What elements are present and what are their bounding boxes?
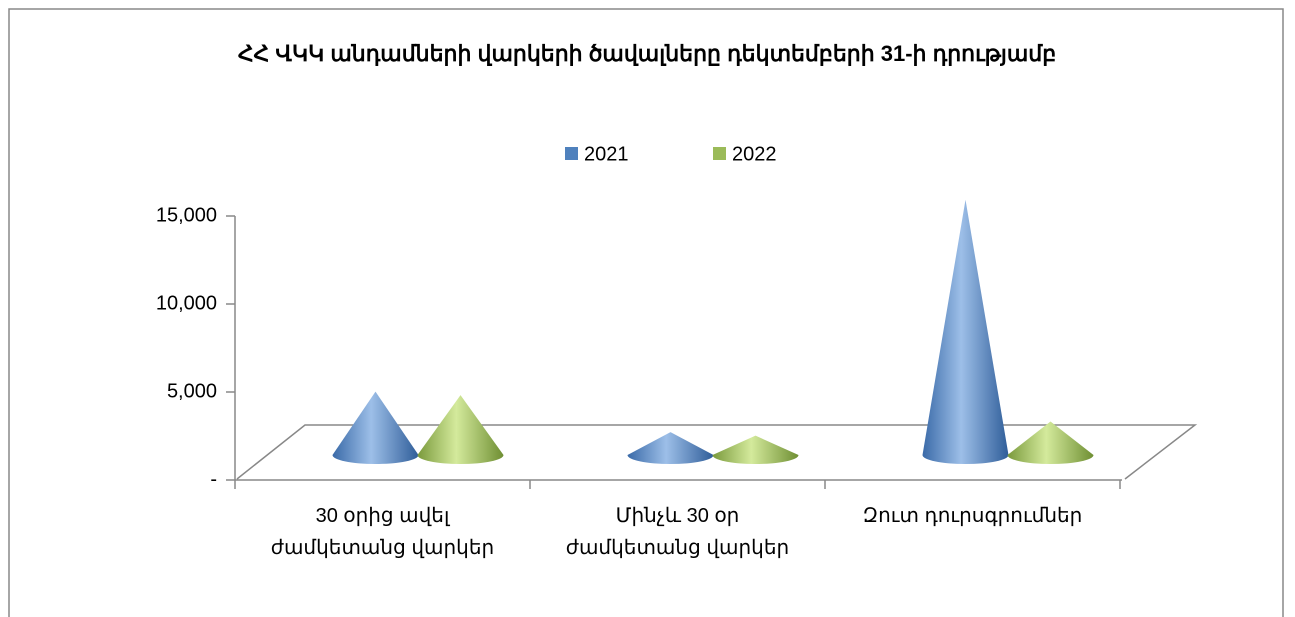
x-tick-label: 30 օրից ավել ժամկետանց վարկեր	[270, 505, 495, 559]
chart-border	[8, 8, 1284, 617]
cone	[1007, 421, 1094, 464]
cone	[627, 432, 714, 464]
x-tick-label: Զուտ դուրսգրումներ	[862, 505, 1083, 527]
y-tick-label: 10,000	[156, 292, 217, 314]
y-tick-label: 15,000	[156, 204, 217, 226]
y-tick-label: 5,000	[167, 380, 217, 402]
cone	[712, 435, 799, 464]
legend-label: 2022	[732, 143, 777, 165]
x-tick-label: Մինչև 30 օր ժամկետանց վարկեր	[565, 505, 790, 559]
y-tick-label: -	[210, 468, 217, 490]
chart-title: ՀՀ ՎԿԿ անդամների վարկերի ծավալները դեկտե…	[238, 41, 1056, 66]
cone	[922, 199, 1009, 465]
floor	[236, 424, 1198, 480]
legend-label: 2021	[584, 143, 629, 165]
legend-swatch	[565, 147, 578, 160]
cone	[332, 391, 419, 464]
legend-swatch	[713, 147, 726, 160]
cone	[417, 395, 504, 464]
